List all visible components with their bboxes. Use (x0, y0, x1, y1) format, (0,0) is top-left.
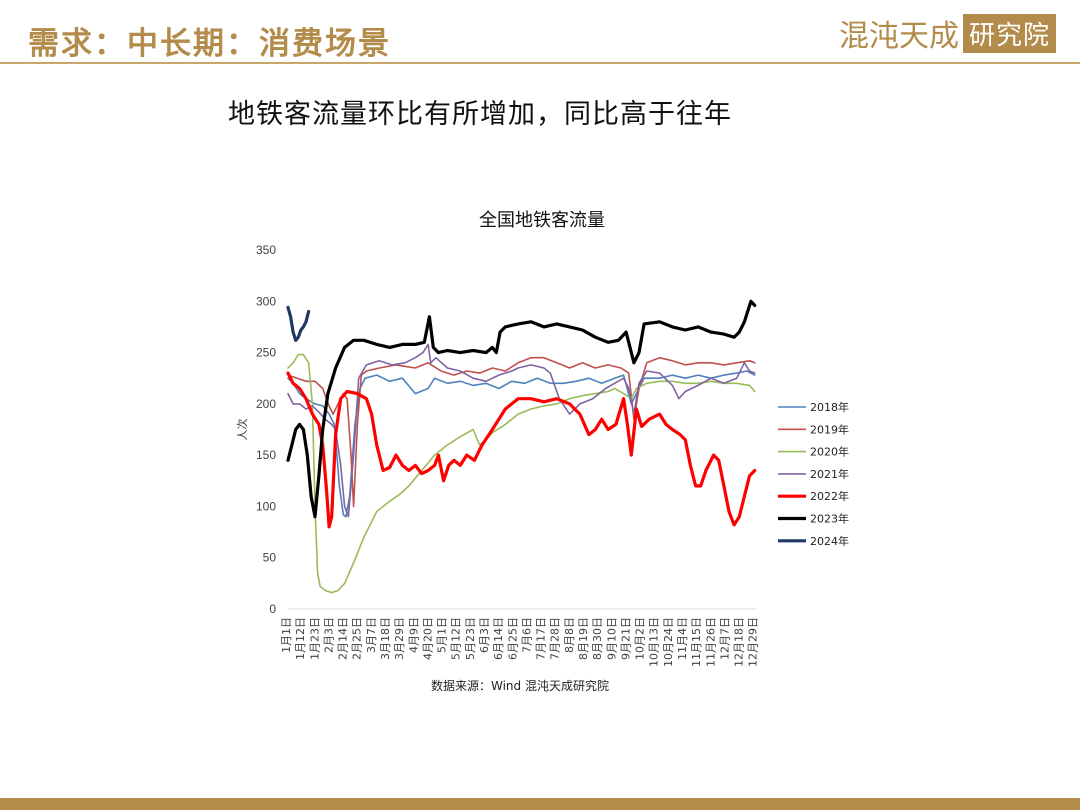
series-line-2021年 (287, 343, 756, 518)
y-tick-label: 0 (269, 602, 276, 616)
x-tick-label: 12月18日 (733, 617, 746, 667)
y-tick-label: 250 (256, 346, 276, 360)
y-tick-label: 100 (256, 499, 276, 513)
x-tick-label: 1月12日 (294, 617, 307, 660)
x-tick-label: 2月3日 (322, 617, 335, 653)
y-axis-label: 人次 (235, 419, 249, 441)
y-tick-label: 200 (256, 397, 276, 411)
legend-label: 2018年 (810, 400, 849, 414)
series-line-2023年 (286, 299, 757, 519)
legend-label: 2020年 (810, 445, 849, 459)
x-tick-label: 6月14日 (492, 617, 505, 660)
chart-title-text: 全国地铁客流量 (479, 210, 605, 231)
slide-headline: 地铁客流量环比有所增加，同比高于往年 (228, 99, 732, 130)
x-tick-label: 3月29日 (393, 617, 406, 660)
source-note: 数据来源：Wind 混沌天成研究院 (431, 679, 609, 693)
legend-label: 2021年 (810, 467, 849, 481)
x-tick-label: 10月13日 (648, 617, 661, 667)
x-tick-label: 11月15日 (690, 617, 703, 667)
header-divider (0, 62, 1080, 64)
x-tick-label: 7月17日 (535, 617, 548, 660)
brand-logo: 混沌天成 研究院 (838, 13, 1056, 54)
y-tick-label: 300 (256, 294, 276, 308)
x-tick-label: 11月26日 (704, 617, 717, 667)
y-tick-label: 350 (256, 243, 276, 257)
x-tick-label: 3月7日 (365, 617, 378, 653)
x-tick-label: 8月19日 (577, 617, 590, 660)
x-tick-label: 4月9日 (407, 617, 420, 653)
x-tick-label: 3月18日 (379, 617, 392, 660)
x-tick-label: 12月29日 (747, 617, 760, 667)
brand-stamp: 研究院 (962, 13, 1056, 53)
x-tick-label: 5月1日 (436, 617, 449, 653)
y-tick-label: 150 (256, 448, 276, 462)
legend-label: 2022年 (810, 489, 849, 503)
series-line-2018年 (287, 370, 756, 518)
series-line-2024年 (286, 305, 311, 342)
footer-bar (0, 798, 1080, 810)
x-tick-label: 4月20日 (421, 617, 434, 660)
chart-title: 全国地铁客流量 (0, 206, 1080, 232)
x-tick-label: 5月23日 (464, 617, 477, 660)
x-tick-label: 11月4日 (676, 617, 689, 660)
x-tick-label: 2月14日 (337, 617, 350, 660)
x-tick-label: 5月12日 (450, 617, 463, 660)
x-tick-label: 10月24日 (662, 617, 675, 667)
brand-text: 混沌天成 (838, 19, 959, 54)
x-tick-label: 2月25日 (351, 617, 364, 660)
x-tick-label: 7月28日 (549, 617, 562, 660)
x-tick-label: 9月21日 (619, 617, 632, 660)
x-tick-label: 6月3日 (478, 617, 491, 653)
series-line-2022年 (286, 371, 757, 529)
x-tick-label: 1月23日 (308, 617, 321, 660)
x-tick-label: 10月2日 (634, 617, 647, 660)
legend-label: 2019年 (810, 422, 849, 436)
x-tick-label: 6月25日 (506, 617, 519, 660)
legend-label: 2023年 (810, 512, 849, 526)
x-tick-label: 12月7日 (718, 617, 731, 660)
x-tick-label: 7月6日 (520, 617, 533, 653)
y-tick-label: 50 (263, 551, 277, 565)
x-tick-label: 8月30日 (591, 617, 604, 660)
legend-label: 2024年 (810, 534, 849, 548)
page-title: 需求：中长期：消费场景 (28, 26, 391, 62)
x-tick-label: 1月1日 (280, 617, 293, 653)
x-tick-label: 8月8日 (563, 617, 576, 653)
x-tick-label: 9月10日 (605, 617, 618, 660)
